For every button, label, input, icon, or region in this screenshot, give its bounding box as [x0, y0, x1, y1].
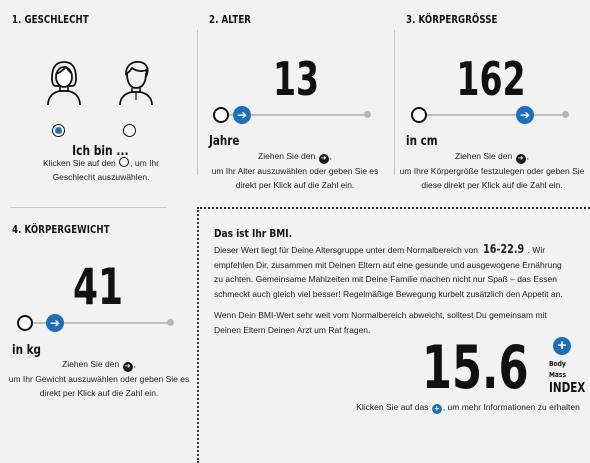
female-icon[interactable]: [44, 58, 84, 106]
height-slider-min: [411, 107, 427, 123]
weight-slider-handle[interactable]: ➔: [46, 314, 64, 332]
gender-radio-male[interactable]: [123, 124, 136, 137]
help-text: Ziehen Sie den: [62, 359, 120, 369]
bmi-title-wrap: Das ist Ihr BMI.: [214, 224, 309, 242]
weight-slider-track[interactable]: [28, 322, 172, 324]
male-icon[interactable]: [116, 58, 156, 106]
gender-radio-female[interactable]: [52, 124, 65, 137]
divider: [394, 30, 395, 175]
weight-title: 4. KÖRPERGEWICHT: [12, 224, 110, 236]
age-slider-handle[interactable]: ➔: [233, 106, 251, 124]
age-slider-track[interactable]: [226, 114, 369, 116]
bmi-text: . Wir empfehlen Dir, zusammen mit Deinen…: [214, 245, 563, 299]
bmi-info-plus-button[interactable]: +: [553, 337, 571, 355]
height-unit: in cm: [406, 134, 438, 149]
height-slider-handle[interactable]: ➔: [516, 106, 534, 124]
gender-label: Ich bin ...: [71, 144, 129, 159]
bmi-info-help: Klicken Sie auf das +, um mehr Informati…: [352, 400, 584, 414]
arrow-right-icon: ➔: [515, 154, 526, 164]
radio-selected-dot: [55, 127, 62, 134]
plus-icon: +: [431, 404, 442, 414]
help-text: Ziehen Sie den: [455, 151, 513, 161]
gender-help: Klicken Sie auf den , um Ihr Geschlecht …: [26, 156, 176, 184]
bmi-border: [197, 207, 590, 209]
weight-slider-min: [17, 315, 33, 331]
height-slider-track[interactable]: [420, 114, 566, 116]
height-title: 3. KÖRPERGRÖSSE: [406, 14, 498, 26]
bmi-paragraph-2: Wenn Dein BMI-Wert sehr weit vom Normalb…: [214, 310, 547, 335]
circle-icon: [119, 157, 130, 167]
divider: [10, 207, 167, 208]
bmi-value: 15.6: [421, 333, 529, 403]
bmi-label-body: Body: [549, 360, 566, 368]
age-help: Ziehen Sie den ➔, um Ihr Alter auszuwähl…: [204, 149, 386, 192]
height-slider-end: [562, 111, 569, 118]
help-text: Ziehen Sie den: [258, 151, 316, 161]
divider: [197, 30, 198, 175]
arrow-right-icon: ➔: [122, 362, 133, 372]
help-text: Klicken Sie auf den: [43, 158, 116, 168]
help-text: um Ihre Körpergröße festzulegen oder geb…: [399, 166, 585, 190]
weight-help: Ziehen Sie den ➔, um Ihr Gewicht auszuwä…: [6, 357, 192, 400]
age-value[interactable]: 13: [272, 52, 320, 106]
help-text: ,: [133, 359, 136, 369]
help-text: , um Ihr Geschlecht auszuwählen.: [52, 158, 159, 182]
help-text: , um mehr Informationen zu erhalten: [442, 402, 580, 412]
age-slider-min: [213, 107, 229, 123]
age-slider-end: [364, 111, 371, 118]
height-value[interactable]: 162: [456, 52, 526, 106]
help-text: Klicken Sie auf das: [356, 402, 429, 412]
help-text: um Ihr Alter auszuwählen oder geben Sie …: [211, 166, 379, 190]
weight-value[interactable]: 41: [72, 258, 124, 316]
bmi-paragraph-1: Dieser Wert liegt für Deine Altersgruppe…: [214, 242, 572, 301]
bmi-border: [197, 207, 199, 463]
arrow-right-icon: ➔: [318, 154, 329, 164]
help-text: um Ihr Gewicht auszuwählen oder geben Si…: [8, 374, 190, 398]
age-title: 2. ALTER: [209, 14, 252, 26]
bmi-text: Dieser Wert liegt für Deine Altersgruppe…: [214, 245, 478, 255]
bmi-label-mass: Mass: [549, 371, 567, 379]
age-unit: Jahre: [209, 134, 240, 149]
gender-title: 1. GESCHLECHT: [12, 14, 89, 26]
height-help: Ziehen Sie den ➔, um Ihre Körpergröße fe…: [398, 149, 586, 192]
gender-label-wrap: Ich bin ...: [55, 142, 145, 160]
normal-range: 16-22.9: [483, 242, 525, 256]
help-text: ,: [526, 151, 529, 161]
bmi-label-index: INDEX: [549, 381, 586, 396]
bmi-title: Das ist Ihr BMI.: [214, 227, 293, 240]
help-text: ,: [329, 151, 332, 161]
weight-slider-end: [167, 319, 174, 326]
weight-unit: in kg: [12, 343, 41, 358]
